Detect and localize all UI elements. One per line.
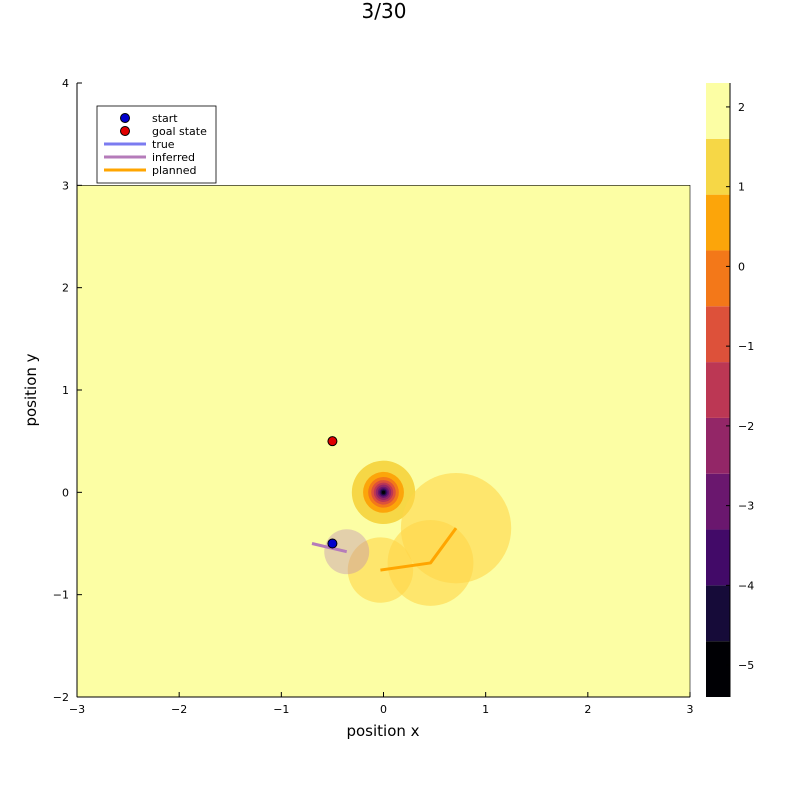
colorbar-level [706, 641, 730, 697]
colorbar-tick-label: 0 [738, 260, 745, 273]
colorbar-level [706, 585, 730, 642]
heatmap-background [76, 185, 691, 698]
colorbar-tick-label: 2 [738, 101, 745, 114]
plot-area [76, 185, 691, 698]
legend-goal-state-symbol [120, 126, 130, 136]
legend-goal-state-label: goal state [152, 125, 207, 138]
y-tick-label: −1 [53, 589, 69, 602]
goal-state-marker [327, 436, 338, 447]
x-tick-label: 0 [380, 703, 387, 716]
colorbar-level [706, 362, 730, 418]
start-marker [327, 538, 338, 549]
x-axis-label: position x [346, 722, 419, 740]
colorbar-tick-label: 1 [738, 181, 745, 194]
legend-planned-label: planned [152, 164, 196, 177]
obstacle-contours [351, 460, 416, 525]
x-tick-label: −2 [171, 703, 187, 716]
colorbar-level [706, 473, 730, 530]
colorbar-level [706, 194, 730, 251]
markers [327, 436, 338, 549]
colorbar-tick-label: −3 [738, 500, 754, 513]
x-tick-label: 3 [687, 703, 694, 716]
y-tick-label: 0 [62, 486, 69, 499]
colorbar-level [706, 529, 730, 586]
colorbar-tick-label: −2 [738, 420, 754, 433]
x-tick-label: −3 [69, 703, 85, 716]
legend-inferred-label: inferred [152, 151, 195, 164]
y-tick-label: 3 [62, 179, 69, 192]
y-tick-label: 4 [62, 77, 69, 90]
colorbar-level [706, 306, 730, 363]
inferred-line [311, 542, 348, 554]
colorbar-level [706, 138, 730, 195]
uncertainty-circle-3 [324, 529, 370, 575]
colorbar-tick-label: −5 [738, 659, 754, 672]
x-ticks: −3 −2 −1 0 1 2 3 [69, 692, 694, 716]
colorbar: −5 −4 −3 −2 −1 0 1 2 [706, 83, 754, 697]
legend-true-label: true [152, 138, 175, 151]
colorbar-level [706, 250, 730, 307]
y-tick-label: 2 [62, 282, 69, 295]
legend-start-symbol [120, 113, 130, 123]
chart-title: 3/30 [362, 0, 407, 23]
y-tick-label: −2 [53, 691, 69, 704]
y-axis-label: position y [22, 353, 40, 426]
legend-start-label: start [152, 112, 178, 125]
x-tick-label: 1 [482, 703, 489, 716]
colorbar-tick-label: −4 [738, 579, 754, 592]
colorbar-level [706, 83, 730, 139]
trajectory-lines [311, 527, 458, 572]
colorbar-tick-label: −1 [738, 340, 754, 353]
y-ticks: −2 −1 0 1 2 3 4 [53, 77, 82, 704]
planned-line [380, 527, 458, 572]
y-tick-label: 1 [62, 384, 69, 397]
x-tick-label: −1 [273, 703, 289, 716]
colorbar-level [706, 417, 730, 474]
contour-ring-9 [381, 490, 386, 494]
x-tick-label: 2 [584, 703, 591, 716]
